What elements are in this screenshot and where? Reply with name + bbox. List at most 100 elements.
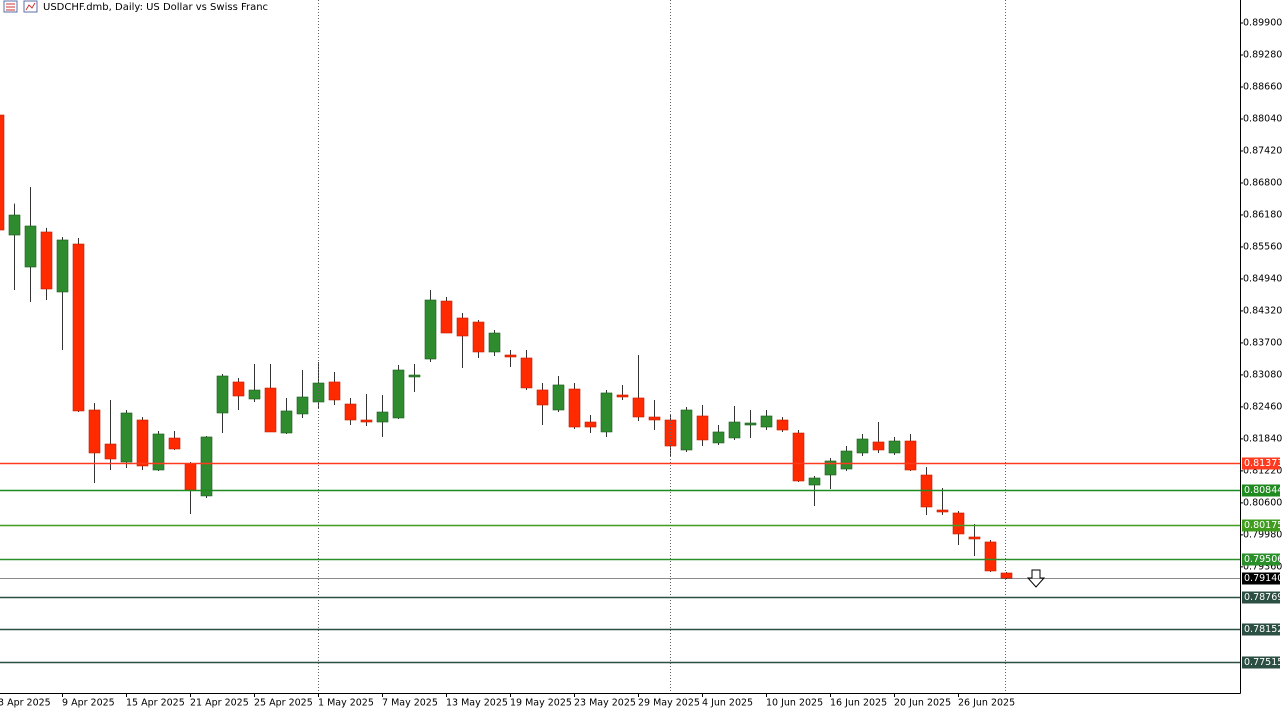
candle-body (680, 409, 693, 451)
y-tick-label: 0.87420 (1243, 145, 1282, 156)
level-label: 0.79506 (1244, 554, 1283, 565)
candle-body (424, 299, 437, 360)
candle-body (696, 415, 709, 441)
x-tick-label: 1 May 2025 (318, 698, 374, 709)
level-label: 0.78152 (1244, 624, 1283, 635)
candle-body (104, 443, 117, 460)
candle-body (504, 354, 517, 358)
y-tick-label: 0.81840 (1243, 433, 1282, 444)
y-tick-label: 0.81220 (1243, 465, 1282, 476)
candle-body (152, 433, 165, 471)
candle-body (472, 321, 485, 353)
y-tick-label: 0.86180 (1243, 209, 1282, 220)
candle-body (72, 243, 85, 412)
y-tick-label: 0.86800 (1243, 177, 1282, 188)
y-tick-label: 0.88040 (1243, 113, 1282, 124)
title-icons (3, 0, 38, 13)
x-tick-label: 20 Jun 2025 (894, 698, 951, 709)
y-tick-label: 0.83080 (1243, 369, 1282, 380)
level-label: 0.77515 (1244, 657, 1283, 668)
candle-body (568, 388, 581, 428)
candle-body (632, 397, 645, 418)
x-tick-label: 25 Apr 2025 (254, 698, 313, 709)
y-tick-label: 0.80600 (1243, 497, 1282, 508)
candle-body (952, 512, 965, 535)
candle-body (488, 332, 501, 353)
x-tick-label: 3 Apr 2025 (0, 698, 51, 709)
y-tick-label: 0.88660 (1243, 81, 1282, 92)
x-tick-label: 4 Jun 2025 (702, 698, 753, 709)
plot-area (0, 114, 1013, 579)
y-tick-label: 0.82460 (1243, 401, 1282, 412)
candle-body (248, 389, 261, 400)
y-tick-label: 0.83700 (1243, 337, 1282, 348)
candle-body (584, 421, 597, 428)
candle-body (888, 440, 901, 454)
candle-body (936, 509, 949, 513)
y-tick-label: 0.89280 (1243, 50, 1282, 61)
candle-body (8, 214, 21, 236)
candle-body (360, 419, 373, 423)
y-tick-label: 0.89900 (1243, 18, 1282, 29)
candle-body (184, 463, 197, 491)
x-tick-label: 13 May 2025 (446, 698, 508, 709)
candle-body (312, 382, 325, 403)
level-label-box (1242, 484, 1280, 497)
candle-body (536, 389, 549, 406)
candle-body (0, 114, 5, 231)
candle-body (296, 396, 309, 415)
x-tick-label: 23 May 2025 (574, 698, 636, 709)
candle-body (648, 416, 661, 421)
candle-body (280, 410, 293, 434)
candle-body (552, 384, 565, 411)
chart-title: USDCHF.dmb, Daily: US Dollar vs Swiss Fr… (43, 2, 268, 13)
candle-body (856, 438, 869, 454)
x-tick-label: 15 Apr 2025 (126, 698, 185, 709)
level-label-box (1242, 457, 1280, 470)
candle-body (872, 441, 885, 451)
y-tick-label: 0.85560 (1243, 241, 1282, 252)
candle-body (840, 450, 853, 470)
level-label: 0.78769 (1244, 592, 1283, 603)
candle-body (456, 317, 469, 337)
x-tick-label: 26 Jun 2025 (958, 698, 1015, 709)
level-label: 0.79140 (1244, 573, 1283, 584)
x-tick-label: 7 May 2025 (382, 698, 438, 709)
candle-body (56, 239, 69, 293)
candle-body (264, 387, 277, 433)
level-label-box (1242, 591, 1280, 604)
candle-body (1000, 572, 1013, 579)
candle-body (120, 412, 133, 463)
y-tick-label: 0.79360 (1243, 561, 1282, 572)
candle-body (712, 431, 725, 444)
candle-body (968, 536, 981, 540)
level-label: 0.81373 (1244, 458, 1283, 469)
candle-body (88, 409, 101, 454)
x-tick-label: 16 Jun 2025 (830, 698, 887, 709)
candle-body (600, 392, 613, 433)
candle-body (408, 374, 421, 378)
x-tick-label: 29 May 2025 (638, 698, 700, 709)
candle-body (200, 436, 213, 497)
candle-body (520, 357, 533, 389)
candle-body (728, 421, 741, 439)
candle-body (40, 231, 53, 290)
level-label-box (1242, 553, 1280, 566)
candle-body (984, 541, 997, 572)
candle-body (136, 419, 149, 467)
level-label-box (1242, 519, 1280, 532)
candle-body (776, 419, 789, 431)
x-tick-label: 10 Jun 2025 (766, 698, 823, 709)
y-tick-label: 0.79980 (1243, 529, 1282, 540)
candle-body (904, 440, 917, 471)
y-tick-label: 0.84320 (1243, 305, 1282, 316)
candle-body (440, 300, 453, 334)
level-label-box (1242, 656, 1280, 669)
candle-body (24, 225, 37, 268)
candle-body (392, 369, 405, 419)
y-tick-label: 0.84940 (1243, 273, 1282, 284)
candle-body (808, 477, 821, 486)
candle-body (376, 411, 389, 423)
